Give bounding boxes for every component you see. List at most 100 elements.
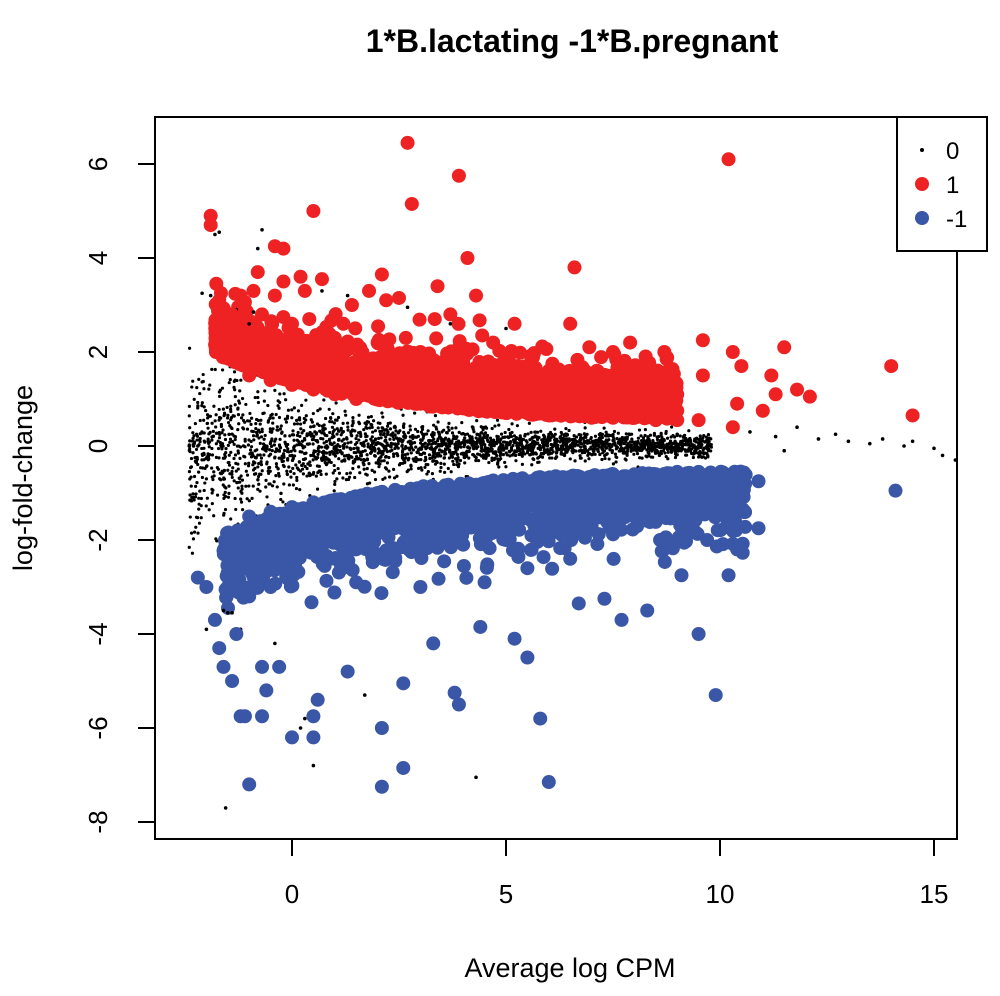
data-point	[212, 641, 227, 656]
data-point	[306, 528, 321, 543]
data-point	[267, 288, 282, 303]
data-point	[263, 580, 278, 594]
data-point	[541, 471, 556, 486]
data-point	[311, 763, 316, 768]
data-point	[520, 650, 535, 665]
data-point	[520, 406, 535, 421]
data-point	[314, 272, 329, 287]
data-point	[777, 340, 792, 355]
data-point	[298, 726, 303, 730]
data-point	[627, 483, 642, 498]
data-point	[606, 486, 620, 500]
data-point	[413, 483, 428, 498]
data-point	[456, 377, 471, 392]
data-point	[499, 359, 513, 374]
y-axis: -8 -6 -4 -2 0 2 4 6	[83, 157, 156, 834]
data-point	[584, 518, 599, 533]
data-point	[204, 627, 209, 632]
data-point	[255, 709, 270, 724]
data-point	[225, 674, 240, 688]
data-point	[541, 495, 556, 510]
data-point	[203, 218, 218, 233]
data-point	[670, 387, 685, 402]
data-point	[349, 575, 364, 590]
data-point	[764, 368, 779, 383]
data-point	[434, 481, 449, 496]
data-point	[816, 437, 821, 441]
data-point	[563, 493, 578, 508]
data-point	[627, 399, 642, 414]
data-point	[276, 241, 291, 256]
data-point	[191, 444, 196, 448]
data-point	[691, 464, 706, 479]
data-point	[263, 335, 278, 350]
data-point	[499, 406, 513, 421]
data-point	[499, 476, 513, 491]
chart-title: 1*B.lactating -1*B.pregnant	[366, 23, 779, 59]
data-point	[533, 711, 548, 726]
data-point	[327, 525, 342, 540]
data-point	[405, 305, 410, 310]
data-point	[349, 359, 364, 374]
y-tick-label: 6	[83, 157, 113, 171]
data-point	[520, 384, 535, 399]
data-point	[451, 697, 466, 712]
data-point	[396, 760, 411, 775]
legend-label-neg1: -1	[946, 206, 967, 233]
data-point	[190, 570, 205, 585]
data-point	[520, 500, 535, 515]
data-point	[233, 288, 248, 303]
data-point	[285, 377, 299, 392]
data-point	[499, 382, 513, 397]
data-point	[670, 403, 685, 418]
data-point	[504, 326, 508, 331]
data-point	[627, 410, 642, 425]
data-point	[230, 611, 234, 615]
data-points	[187, 135, 958, 810]
data-point	[250, 265, 265, 280]
data-point	[751, 521, 766, 536]
data-point	[392, 514, 406, 529]
data-point	[303, 716, 307, 721]
x-axis-label: Average log CPM	[464, 953, 675, 983]
data-point	[374, 267, 389, 282]
data-point	[474, 775, 478, 780]
x-tick-label: 5	[499, 879, 513, 909]
data-point	[226, 611, 230, 615]
data-point	[263, 537, 278, 552]
data-point	[563, 471, 578, 486]
data-point	[285, 500, 299, 515]
data-point	[255, 659, 270, 674]
x-axis: 0 5 10 15	[285, 838, 948, 909]
y-axis-label: log-fold-change	[8, 385, 38, 571]
data-point	[208, 293, 213, 298]
data-point	[370, 486, 385, 500]
data-point	[584, 394, 599, 409]
y-tick-label: -8	[83, 810, 113, 833]
data-point	[477, 476, 492, 491]
data-point	[349, 490, 364, 505]
data-point	[700, 533, 715, 547]
x-tick-label: 10	[706, 879, 735, 909]
legend-marker-1	[915, 177, 929, 191]
data-point	[413, 542, 428, 557]
data-point	[507, 631, 522, 646]
data-point	[782, 448, 786, 453]
data-point	[606, 467, 620, 482]
data-point	[320, 289, 324, 293]
data-point	[541, 408, 556, 423]
data-point	[768, 387, 783, 402]
data-point	[370, 547, 385, 562]
data-point	[520, 474, 535, 489]
data-point	[306, 709, 321, 724]
data-point	[725, 420, 740, 435]
data-point	[306, 349, 321, 364]
data-point	[374, 721, 389, 735]
legend: 0 1 -1	[896, 116, 988, 252]
data-point	[285, 533, 299, 547]
data-point	[374, 779, 389, 794]
data-point	[627, 467, 642, 482]
data-point	[413, 511, 428, 526]
data-point	[846, 439, 851, 444]
